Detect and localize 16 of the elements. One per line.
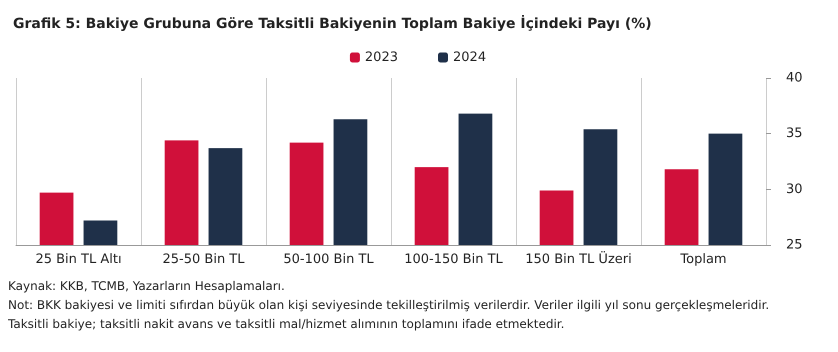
legend-label: 2023 <box>364 50 398 65</box>
y-tick-label: 35 <box>786 126 803 142</box>
x-tick-label: 25 Bin TL Altı <box>35 252 122 267</box>
x-tick-label: Toplam <box>679 252 727 267</box>
x-tick-label: 50-100 Bin TL <box>283 252 374 267</box>
legend-label: 2024 <box>453 50 486 65</box>
x-tick-label: 150 Bin TL Üzeri <box>525 251 632 267</box>
text: Taksitli bakiye; taksitli nakit avans ve taksitli mal/hizmet alımının toplamını ifade etmektedir. <box>7 317 564 331</box>
x-tick-label: 25-50 Bin TL <box>162 252 246 267</box>
y-tick-label: 30 <box>786 182 803 197</box>
y-tick-label: 40 <box>786 70 803 86</box>
chart-title: Grafik 5: Bakiye Grubuna Göre Taksitli Bakiyenin Toplam Bakiye İçindeki Payı (%) <box>13 15 652 32</box>
x-tick-label: 100-150 Bin TL <box>404 252 504 267</box>
text: Not: BKK bakiyesi ve limiti sıfırdan büyük olan kişi seviyesinde tekilleştirilmiş verilerdir. Veriler ilgili yıl sonu gerçekleşmeleridir. <box>8 298 770 312</box>
text: Kaynak: KKB, TCMB, Yazarların Hesaplamaları. <box>8 279 285 293</box>
y-tick-label: 25 <box>786 238 803 252</box>
